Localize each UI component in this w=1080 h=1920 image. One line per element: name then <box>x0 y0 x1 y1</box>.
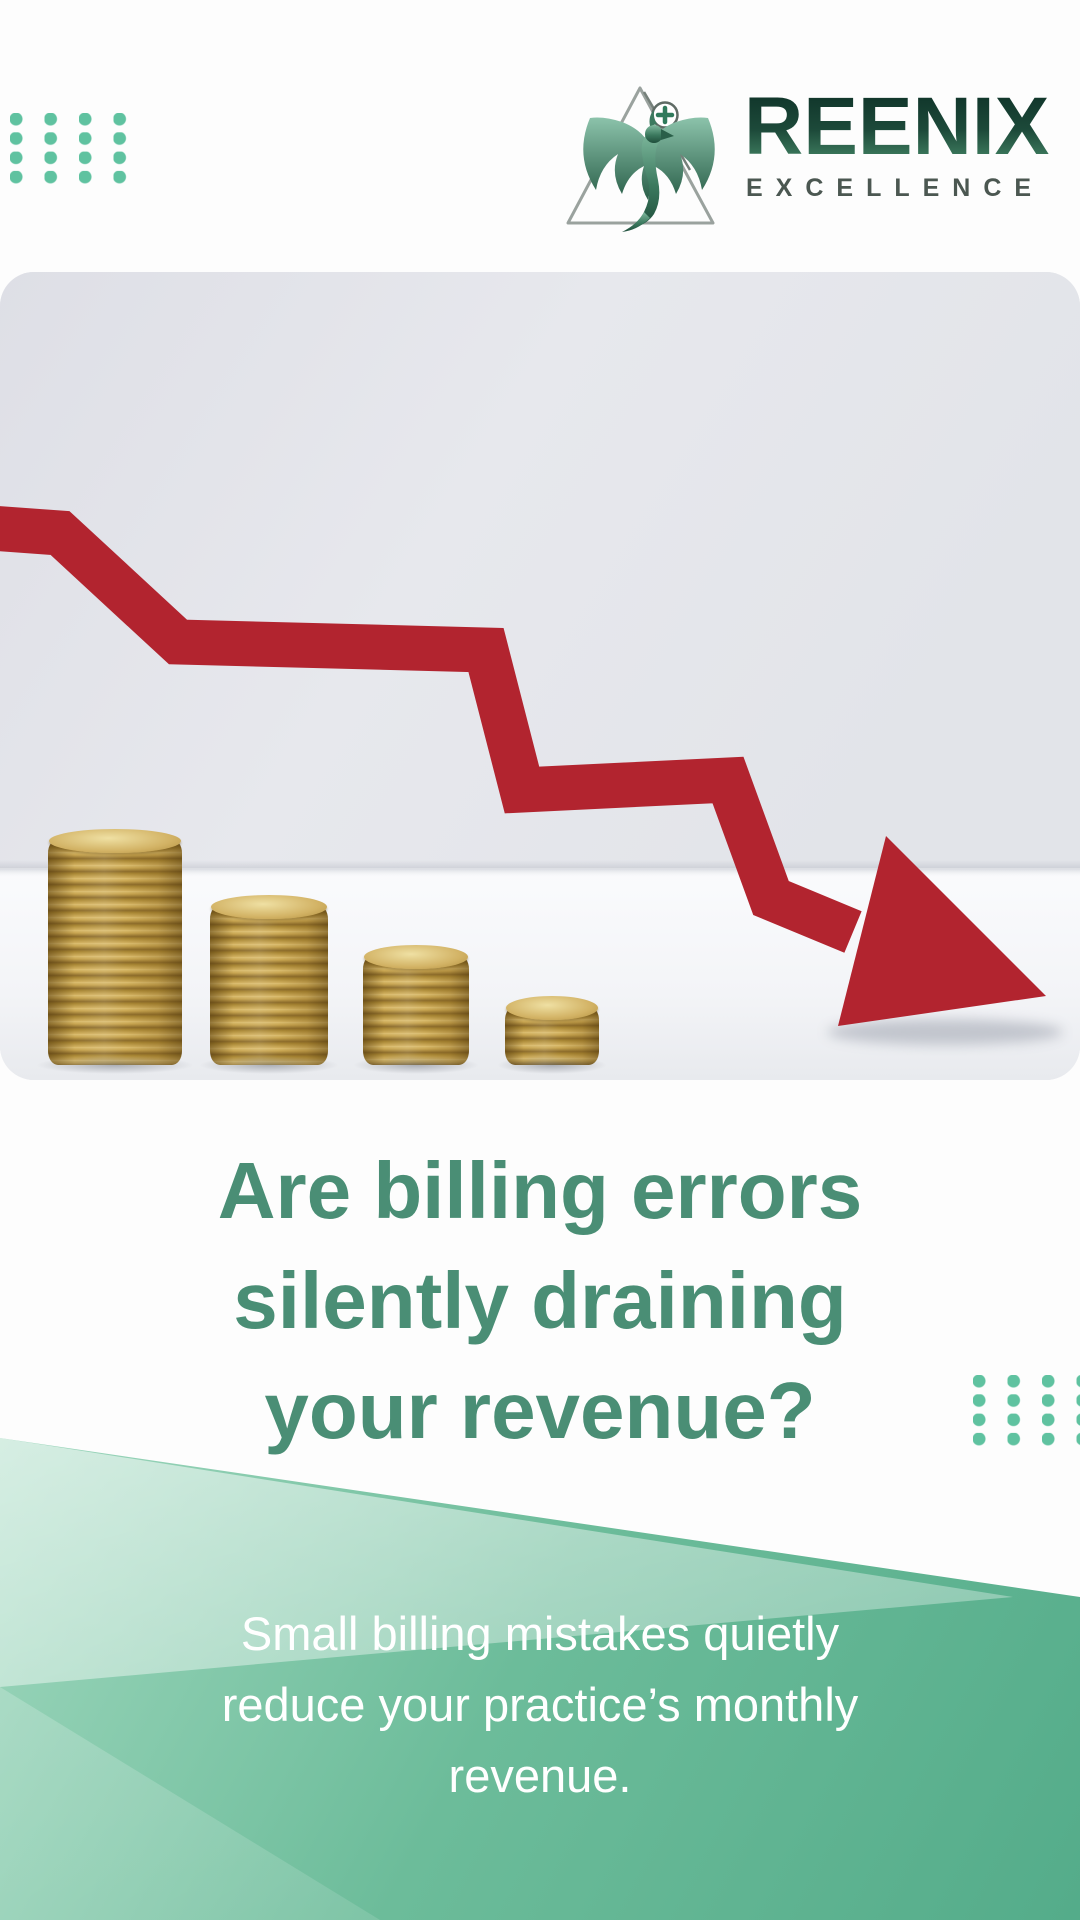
brand-wordmark: REENIX EXCELLENCE <box>738 70 1080 235</box>
headline: Are billing errors silently draining you… <box>0 1136 1080 1466</box>
brand-tagline: EXCELLENCE <box>746 174 1045 202</box>
coin-stack-short <box>496 996 608 1074</box>
coin-stack-tall <box>199 895 339 1074</box>
headline-line: your revenue? <box>264 1366 816 1455</box>
coin-stack-medium <box>353 945 479 1074</box>
declining-arrow-icon <box>0 506 1046 1026</box>
bottom-section: Small billing mistakes quietly reduce yo… <box>0 1430 1080 1920</box>
brand-name: REENIX <box>744 81 1050 172</box>
dot-grid-pattern-bottom-right-icon <box>973 1375 1080 1446</box>
phoenix-logo-icon <box>560 70 735 235</box>
body-line: reduce your practice’s monthly <box>221 1678 859 1731</box>
body-text: Small billing mistakes quietly reduce yo… <box>0 1598 1080 1811</box>
coin-stack-tallest <box>35 829 195 1074</box>
headline-line: Are billing errors <box>217 1146 863 1235</box>
arrow-shadow <box>827 1019 1063 1045</box>
photo-horizon-line <box>0 860 1080 878</box>
body-line: revenue. <box>448 1749 632 1802</box>
declining-revenue-photo <box>0 272 1080 1080</box>
headline-line: silently draining <box>233 1256 847 1345</box>
brand-logo: REENIX EXCELLENCE <box>560 70 1080 240</box>
dot-grid-pattern-top-left-icon <box>10 113 133 184</box>
phoenix-bird <box>583 110 715 232</box>
body-line: Small billing mistakes quietly <box>240 1607 840 1660</box>
